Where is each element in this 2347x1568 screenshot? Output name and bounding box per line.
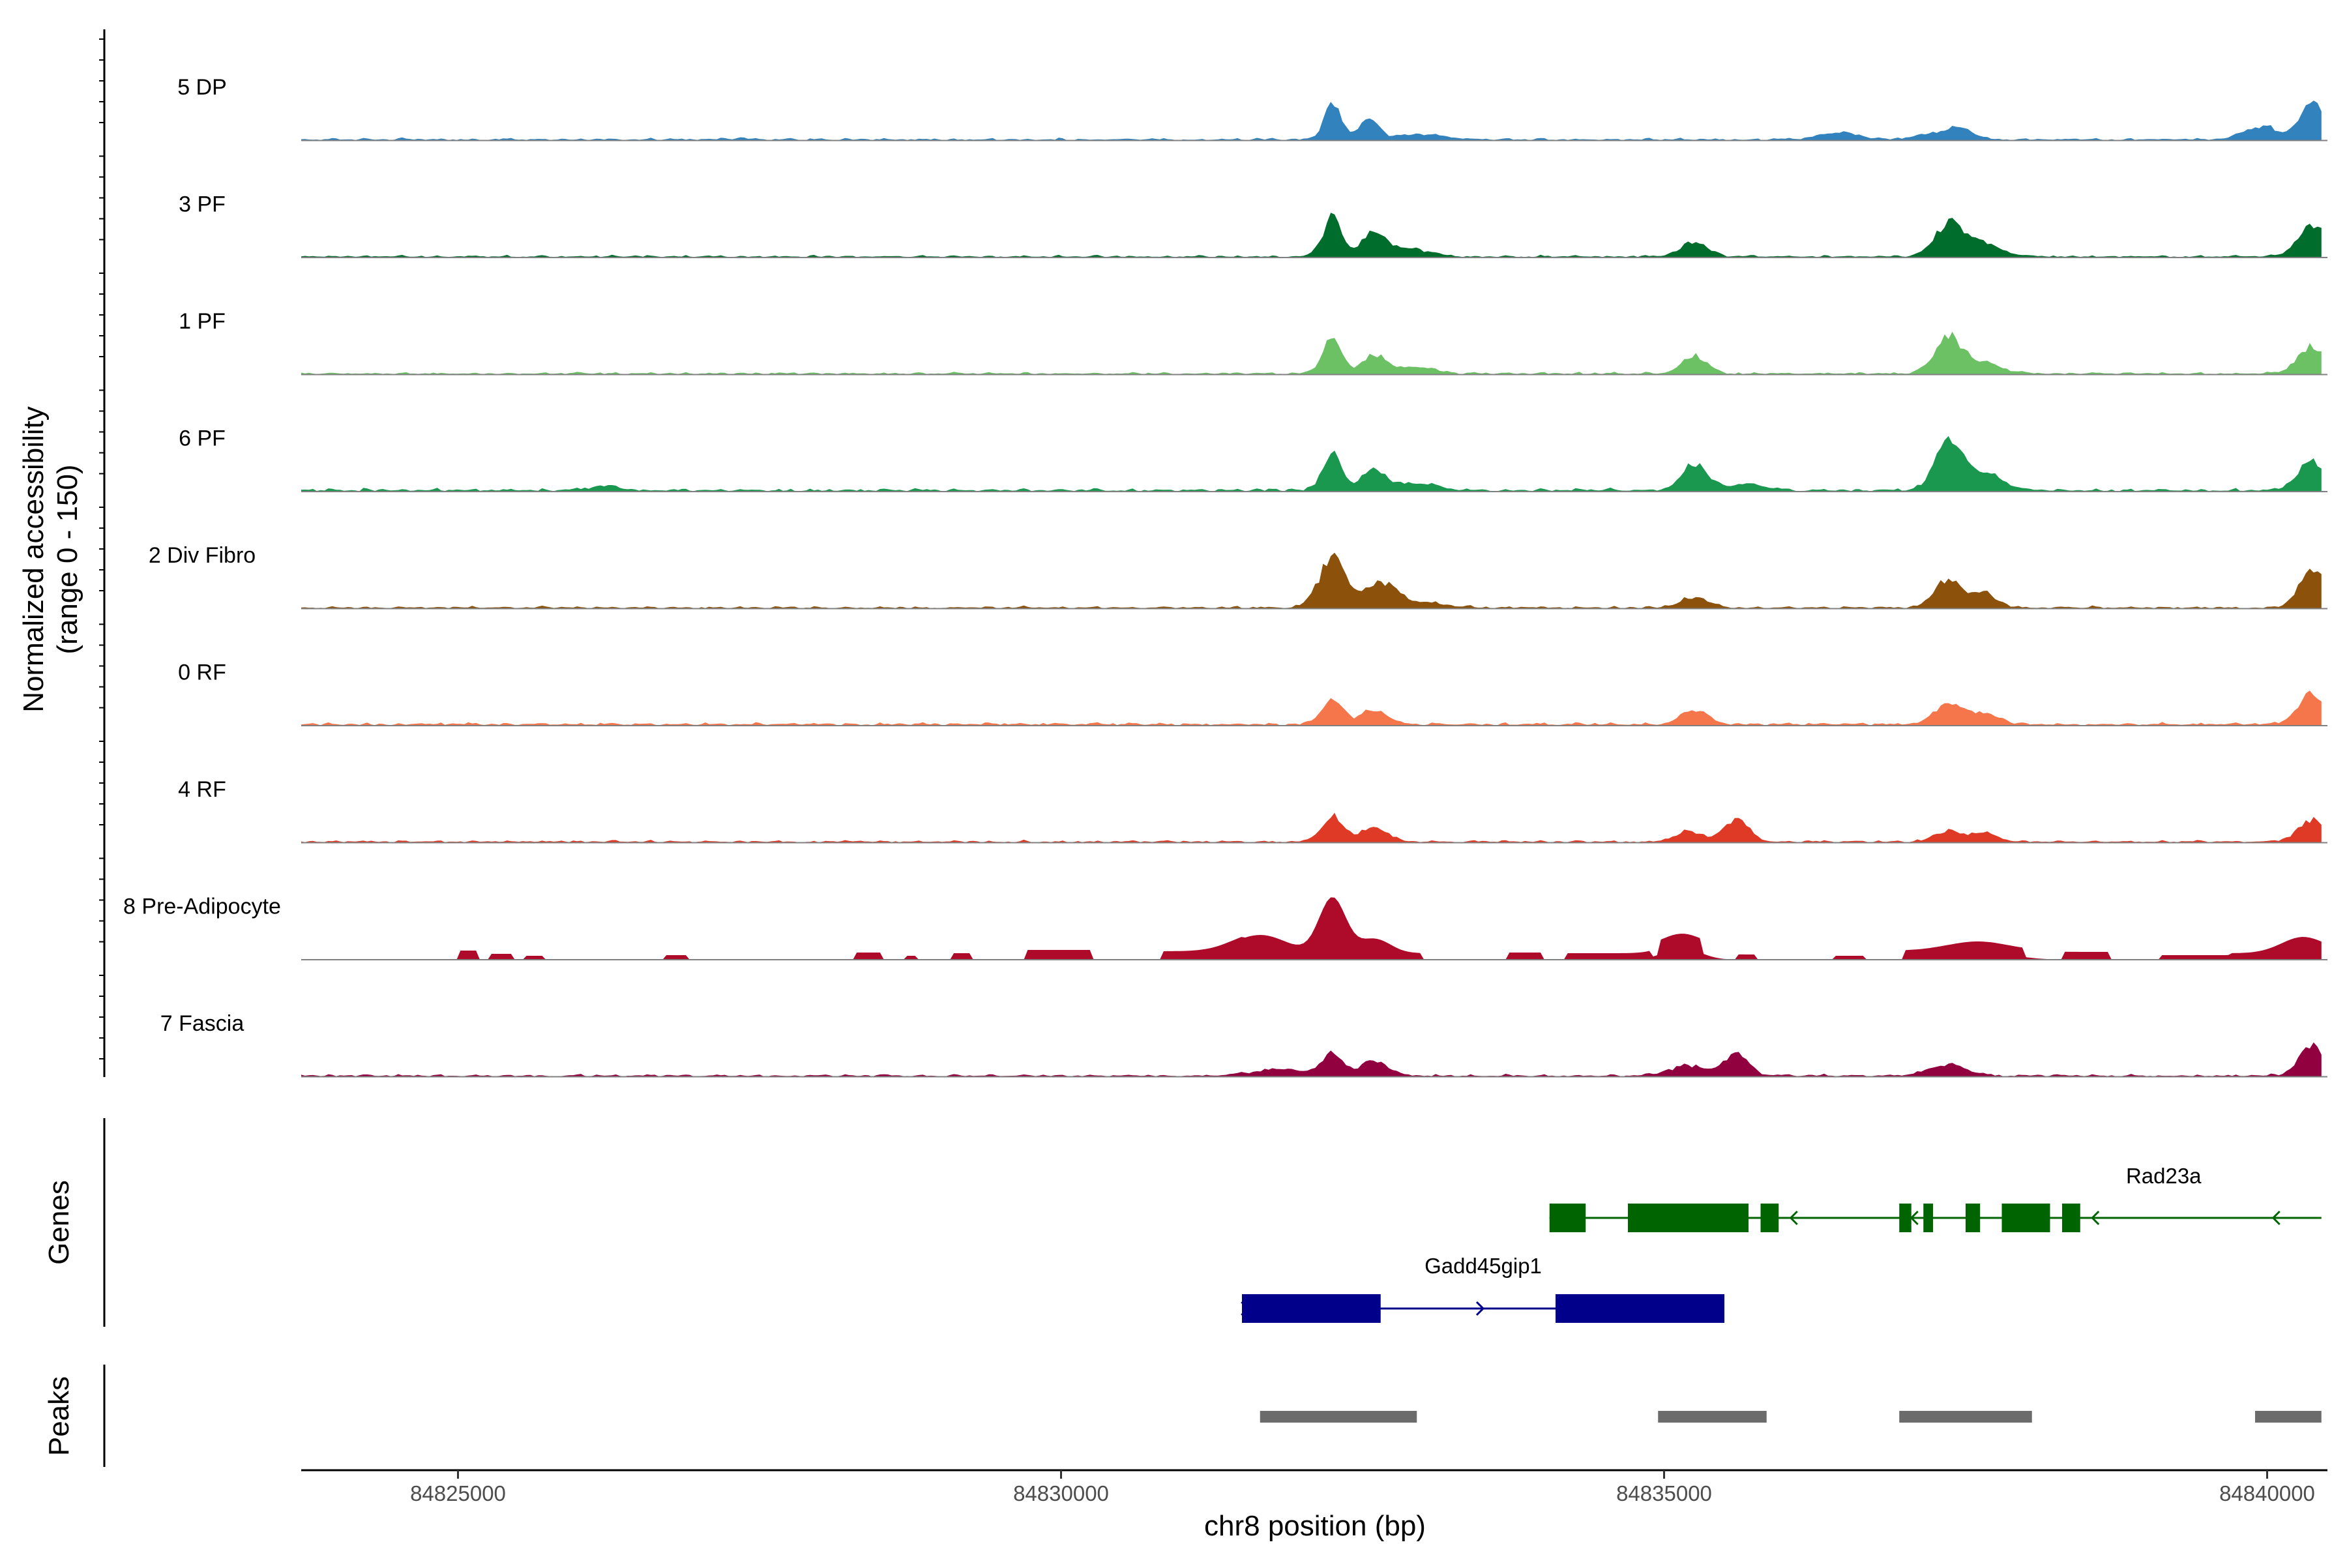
peak-bar [2255, 1411, 2322, 1423]
x-tick-label: 84825000 [410, 1481, 506, 1505]
gene-gadd45gip1: Gadd45gip1 [1241, 1254, 1724, 1323]
track-1-pf: 1 PF [179, 309, 2327, 376]
gene-exon [2001, 1204, 2050, 1232]
coverage-area [301, 812, 2322, 843]
gene-exon [1923, 1204, 1934, 1232]
strand-arrow [2091, 1210, 2100, 1226]
gene-exon [1966, 1204, 1981, 1232]
peak-bar [1899, 1411, 2032, 1423]
track-label: 4 RF [178, 777, 226, 802]
peak-bar [1260, 1411, 1417, 1423]
coverage-area [301, 552, 2322, 609]
coverage-area [301, 100, 2322, 141]
peak-bar [1658, 1411, 1767, 1423]
gene-rad23a: Rad23a [1549, 1164, 2322, 1232]
peaks-track-title: Peaks [43, 1376, 75, 1456]
track-2-div-fibro: 2 Div Fibro [149, 543, 2327, 610]
x-tick-label: 84835000 [1616, 1481, 1712, 1505]
track-label: 1 PF [179, 309, 226, 334]
coverage-area [301, 331, 2322, 375]
track-4-rf: 4 RF [178, 777, 2327, 844]
track-7-fascia: 7 Fascia [160, 1011, 2327, 1078]
x-axis: 84825000 84830000 84835000 84840000 [301, 1469, 2327, 1505]
track-5-dp: 5 DP [177, 75, 2327, 141]
coverage-y-axis [99, 29, 106, 1077]
gene-exon [1549, 1204, 1586, 1232]
track-label: 6 PF [179, 426, 226, 451]
track-label: 8 Pre-Adipocyte [123, 895, 281, 919]
x-axis-title: chr8 position (bp) [1204, 1510, 1426, 1542]
track-label: 3 PF [179, 192, 226, 217]
coverage-area [301, 897, 2322, 960]
gene-exon [1628, 1204, 1749, 1232]
track-label: 7 Fascia [160, 1011, 244, 1036]
gene-exon [2062, 1204, 2080, 1232]
strand-arrow [1910, 1210, 1919, 1226]
coverage-area [301, 213, 2322, 258]
peaks-panel [103, 1365, 2322, 1467]
gene-label: Rad23a [2126, 1164, 2202, 1188]
coverage-area [301, 690, 2322, 726]
genes-track-title: Genes [43, 1180, 75, 1265]
track-8-pre-adipocyte: 8 Pre-Adipocyte [123, 895, 2327, 960]
gene-exon [1242, 1294, 1381, 1323]
strand-arrow [1241, 1301, 1250, 1316]
x-tick-label: 84830000 [1013, 1481, 1109, 1505]
coverage-area [301, 436, 2322, 492]
y-axis-title-line1: Normalized accessibility [18, 406, 50, 712]
coverage-area [301, 1042, 2322, 1077]
gene-exon [1760, 1204, 1779, 1232]
genes-panel: Rad23a Gadd45gip1 [103, 1118, 2322, 1327]
track-3-pf: 3 PF [179, 192, 2327, 258]
strand-arrow [1475, 1301, 1485, 1316]
strand-arrow [1789, 1210, 1798, 1226]
y-axis-title-line2: (range 0 - 150) [52, 464, 83, 654]
track-label: 0 RF [178, 660, 226, 685]
x-tick-label: 84840000 [2219, 1481, 2315, 1505]
track-label: 2 Div Fibro [149, 543, 256, 568]
gene-exon [1899, 1204, 1912, 1232]
track-label: 5 DP [177, 75, 227, 100]
track-0-rf: 0 RF [178, 660, 2327, 726]
track-6-pf: 6 PF [179, 426, 2327, 492]
strand-arrow [2271, 1210, 2281, 1226]
gene-label: Gadd45gip1 [1424, 1254, 1542, 1278]
coverage-tracks: 5 DP 3 PF 1 PF 6 PF 2 Div Fibro 0 RF 4 RF 8 Pre… [123, 75, 2327, 1078]
gene-exon [1556, 1294, 1724, 1323]
